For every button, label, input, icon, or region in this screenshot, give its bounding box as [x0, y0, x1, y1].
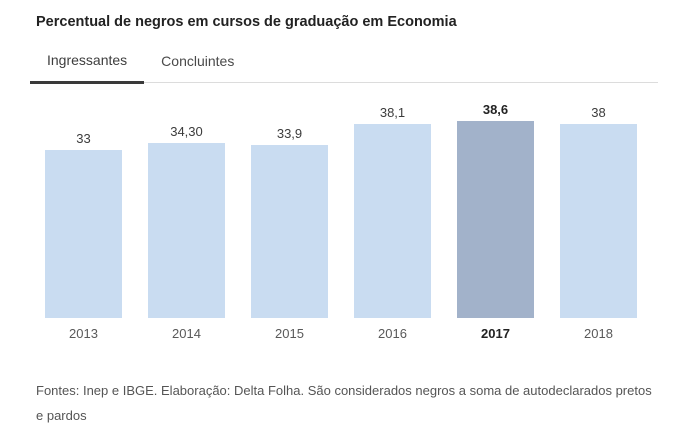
bar-group-2016: 38,1 2016	[354, 105, 431, 342]
bar-2017[interactable]	[457, 121, 534, 318]
bar-2018[interactable]	[560, 124, 637, 318]
source-note: Fontes: Inep e IBGE. Elaboração: Delta F…	[36, 383, 652, 423]
bar-value-label: 33,9	[276, 126, 303, 141]
bar-value-label: 33	[76, 131, 91, 146]
bar-group-2013: 33 2013	[45, 131, 122, 342]
bar-group-2015: 33,9 2015	[251, 126, 328, 342]
x-axis-label-2013: 2013	[69, 326, 98, 341]
x-axis-label-2014: 2014	[172, 326, 201, 341]
bar-value-label: 38	[591, 105, 606, 120]
tab-ingressantes[interactable]: Ingressantes	[30, 45, 145, 84]
x-axis-label-2018: 2018	[584, 326, 613, 341]
bar-value-label: 34,30	[170, 124, 203, 139]
bar-2016[interactable]	[354, 124, 431, 318]
bar-2014[interactable]	[148, 143, 225, 318]
bar-value-label: 38,6	[482, 102, 509, 117]
chart-title: Percentual de negros em cursos de gradua…	[36, 14, 457, 30]
x-axis-label-2016: 2016	[378, 326, 407, 341]
bar-2015[interactable]	[251, 145, 328, 318]
tabs: Ingressantes Concluintes	[30, 45, 658, 84]
bar-chart: 33 2013 34,30 2014 33,9 2015 38,1 2016 38,6 2017 3…	[45, 102, 680, 342]
bar-group-2018: 38 2018	[560, 105, 637, 342]
x-axis-label-2017: 2017	[481, 326, 510, 341]
x-axis-label-2015: 2015	[275, 326, 304, 341]
bar-2013[interactable]	[45, 150, 122, 318]
tab-concluintes[interactable]: Concluintes	[161, 53, 235, 69]
bar-group-2014: 34,30 2014	[148, 124, 225, 342]
bar-value-label: 38,1	[379, 105, 406, 120]
bar-group-2017: 38,6 2017	[457, 102, 534, 342]
